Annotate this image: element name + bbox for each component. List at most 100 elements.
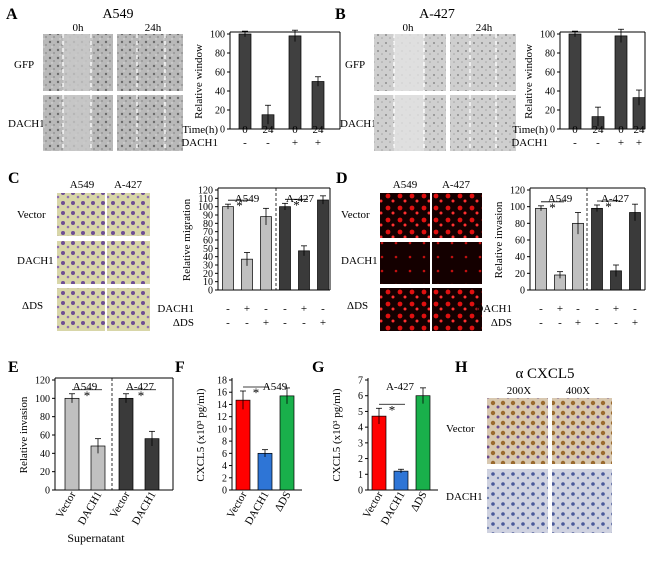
x-tick-label: DACH1 <box>76 490 105 528</box>
panel-letter-c: C <box>8 170 20 187</box>
significance-star: * <box>389 402 396 417</box>
y-tick-label: 0 <box>220 125 225 136</box>
panel-b-row-dach1: DACH1 <box>340 118 377 130</box>
condition-value: 24 <box>263 124 275 136</box>
condition-value: 0 <box>242 124 248 136</box>
x-tick-label: ΔDS <box>273 490 294 514</box>
condition-value: - <box>243 137 247 149</box>
y-tick-label: 120 <box>510 186 525 197</box>
y-tick-label: 80 <box>545 49 555 60</box>
panel-h-col-400x: 400X <box>566 385 591 397</box>
y-tick-label: 40 <box>545 87 555 98</box>
panel-c-col-a549: A549 <box>70 179 95 191</box>
panel-c-micrographs <box>57 193 150 331</box>
y-axis-label: Relative invasion <box>18 396 30 473</box>
condition-value: + <box>613 303 619 315</box>
group-label: A549 <box>235 193 260 205</box>
micrograph <box>107 241 150 284</box>
panel-a-col-24h: 24h <box>145 22 162 34</box>
panel-c-row-vector: Vector <box>17 209 46 221</box>
panel-c-row-dds: ΔDS <box>22 300 43 312</box>
y-tick-label: 120 <box>35 376 50 387</box>
condition-value: - <box>266 137 270 149</box>
y-tick-label: 60 <box>215 68 225 79</box>
micrograph <box>450 34 516 91</box>
condition-row-label: DACH1 <box>475 303 512 315</box>
panel-h-row-vector: Vector <box>446 423 475 435</box>
y-tick-label: 100 <box>510 202 525 213</box>
panel-a-col-0h: 0h <box>73 22 85 34</box>
condition-value: + <box>618 137 624 149</box>
y-tick-label: 90 <box>203 211 213 222</box>
y-tick-label: 18 <box>217 376 227 387</box>
y-axis-label: Relative migration <box>181 198 193 281</box>
y-axis-label: Relative invasion <box>493 201 505 278</box>
condition-value: - <box>539 303 543 315</box>
y-tick-label: 0 <box>45 486 50 497</box>
micrograph <box>380 288 430 331</box>
condition-value: + <box>636 137 642 149</box>
panel-a-title: A549 <box>102 7 133 22</box>
y-tick-label: 0 <box>358 486 363 497</box>
y-tick-label: 6 <box>358 391 363 402</box>
panel-b-title: A-427 <box>419 7 455 22</box>
y-tick-label: 1 <box>358 470 363 481</box>
panel-h-title: α CXCL5 <box>515 366 574 382</box>
y-tick-label: 60 <box>203 236 213 247</box>
y-tick-label: 14 <box>217 400 227 411</box>
condition-value: - <box>595 317 599 329</box>
condition-value: - <box>595 303 599 315</box>
y-tick-label: 50 <box>203 244 213 255</box>
bar <box>298 250 310 291</box>
panel-letter-g: G <box>312 359 325 376</box>
x-tick-label: ΔDS <box>409 490 430 514</box>
condition-value: + <box>575 317 581 329</box>
y-tick-label: 10 <box>217 424 227 435</box>
panel-b-micrographs <box>374 34 516 151</box>
condition-value: + <box>244 303 250 315</box>
y-tick-label: 120 <box>198 186 213 197</box>
bar <box>629 212 641 291</box>
y-tick-label: 20 <box>203 269 213 280</box>
y-tick-label: 20 <box>545 106 555 117</box>
micrograph <box>487 398 548 464</box>
y-tick-label: 20 <box>215 106 225 117</box>
y-tick-label: 2 <box>222 473 227 484</box>
y-tick-label: 40 <box>515 252 525 263</box>
x-tick-label: Vector <box>54 489 79 520</box>
y-tick-label: 110 <box>198 194 213 205</box>
y-axis-label: CXCL5 (x10³ pg/ml) <box>331 388 343 481</box>
panel-letter-d: D <box>336 170 348 187</box>
group-label: A-427 <box>601 193 630 205</box>
y-axis-label: Relative window <box>523 44 535 119</box>
condition-value: - <box>283 317 287 329</box>
micrograph <box>552 398 612 464</box>
y-tick-label: 5 <box>358 407 363 418</box>
bar <box>614 35 628 130</box>
micrograph <box>107 193 150 236</box>
condition-value: - <box>596 137 600 149</box>
panel-letter-e: E <box>8 359 19 376</box>
bar <box>535 207 547 291</box>
bar <box>317 199 329 291</box>
condition-row-label: DACH1 <box>181 137 218 149</box>
y-tick-label: 10 <box>203 277 213 288</box>
y-tick-label: 7 <box>358 376 363 387</box>
y-tick-label: 3 <box>358 438 363 449</box>
y-tick-label: 16 <box>217 388 227 399</box>
bar <box>118 397 134 491</box>
panel-letter-f: F <box>175 359 185 376</box>
y-tick-label: 100 <box>540 30 555 41</box>
bar <box>393 470 409 491</box>
condition-value: 0 <box>618 124 624 136</box>
significance-star: * <box>236 198 243 213</box>
micrograph <box>552 469 612 533</box>
y-tick-label: 100 <box>210 30 225 41</box>
micrograph <box>432 193 482 238</box>
y-tick-label: 0 <box>550 125 555 136</box>
condition-value: - <box>633 303 637 315</box>
